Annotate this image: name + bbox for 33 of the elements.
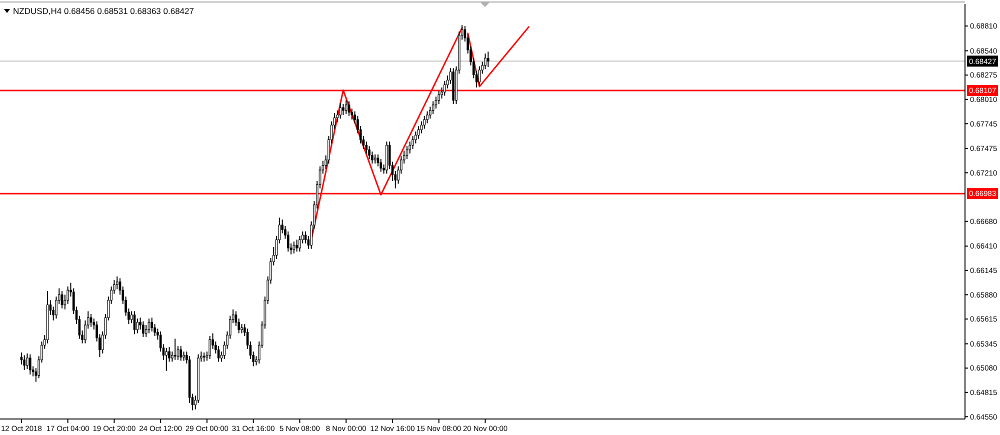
candlestick [240, 324, 243, 334]
candlestick [202, 352, 206, 362]
candlestick [438, 90, 440, 104]
candlestick [208, 336, 212, 360]
candlestick [26, 352, 28, 370]
candlestick [412, 136, 414, 150]
candlestick [339, 102, 342, 120]
candlestick [116, 276, 118, 290]
candlestick [292, 241, 296, 254]
candlestick [296, 239, 298, 252]
candlestick [180, 346, 182, 362]
candlestick [298, 236, 301, 252]
candlestick [486, 51, 490, 68]
candlestick [478, 66, 481, 86]
candlestick [28, 354, 32, 376]
candlestick [217, 346, 220, 362]
candlestick [136, 318, 139, 334]
candlestick [417, 125, 420, 140]
candlestick [368, 146, 370, 160]
candlestick [174, 338, 176, 360]
candlestick [374, 154, 376, 164]
candlestick [423, 115, 426, 130]
candlestick [344, 100, 348, 115]
candlestick [484, 53, 486, 70]
candlestick [142, 320, 144, 338]
candlestick [182, 351, 185, 362]
candlestick [165, 347, 168, 372]
chart-title: NZDUSD,H4 0.68456 0.68531 0.68363 0.68427 [13, 6, 194, 16]
candlestick [432, 100, 434, 115]
candlestick [23, 354, 26, 370]
candlestick [342, 103, 344, 116]
candlestick [380, 158, 382, 172]
candlestick [150, 317, 154, 332]
